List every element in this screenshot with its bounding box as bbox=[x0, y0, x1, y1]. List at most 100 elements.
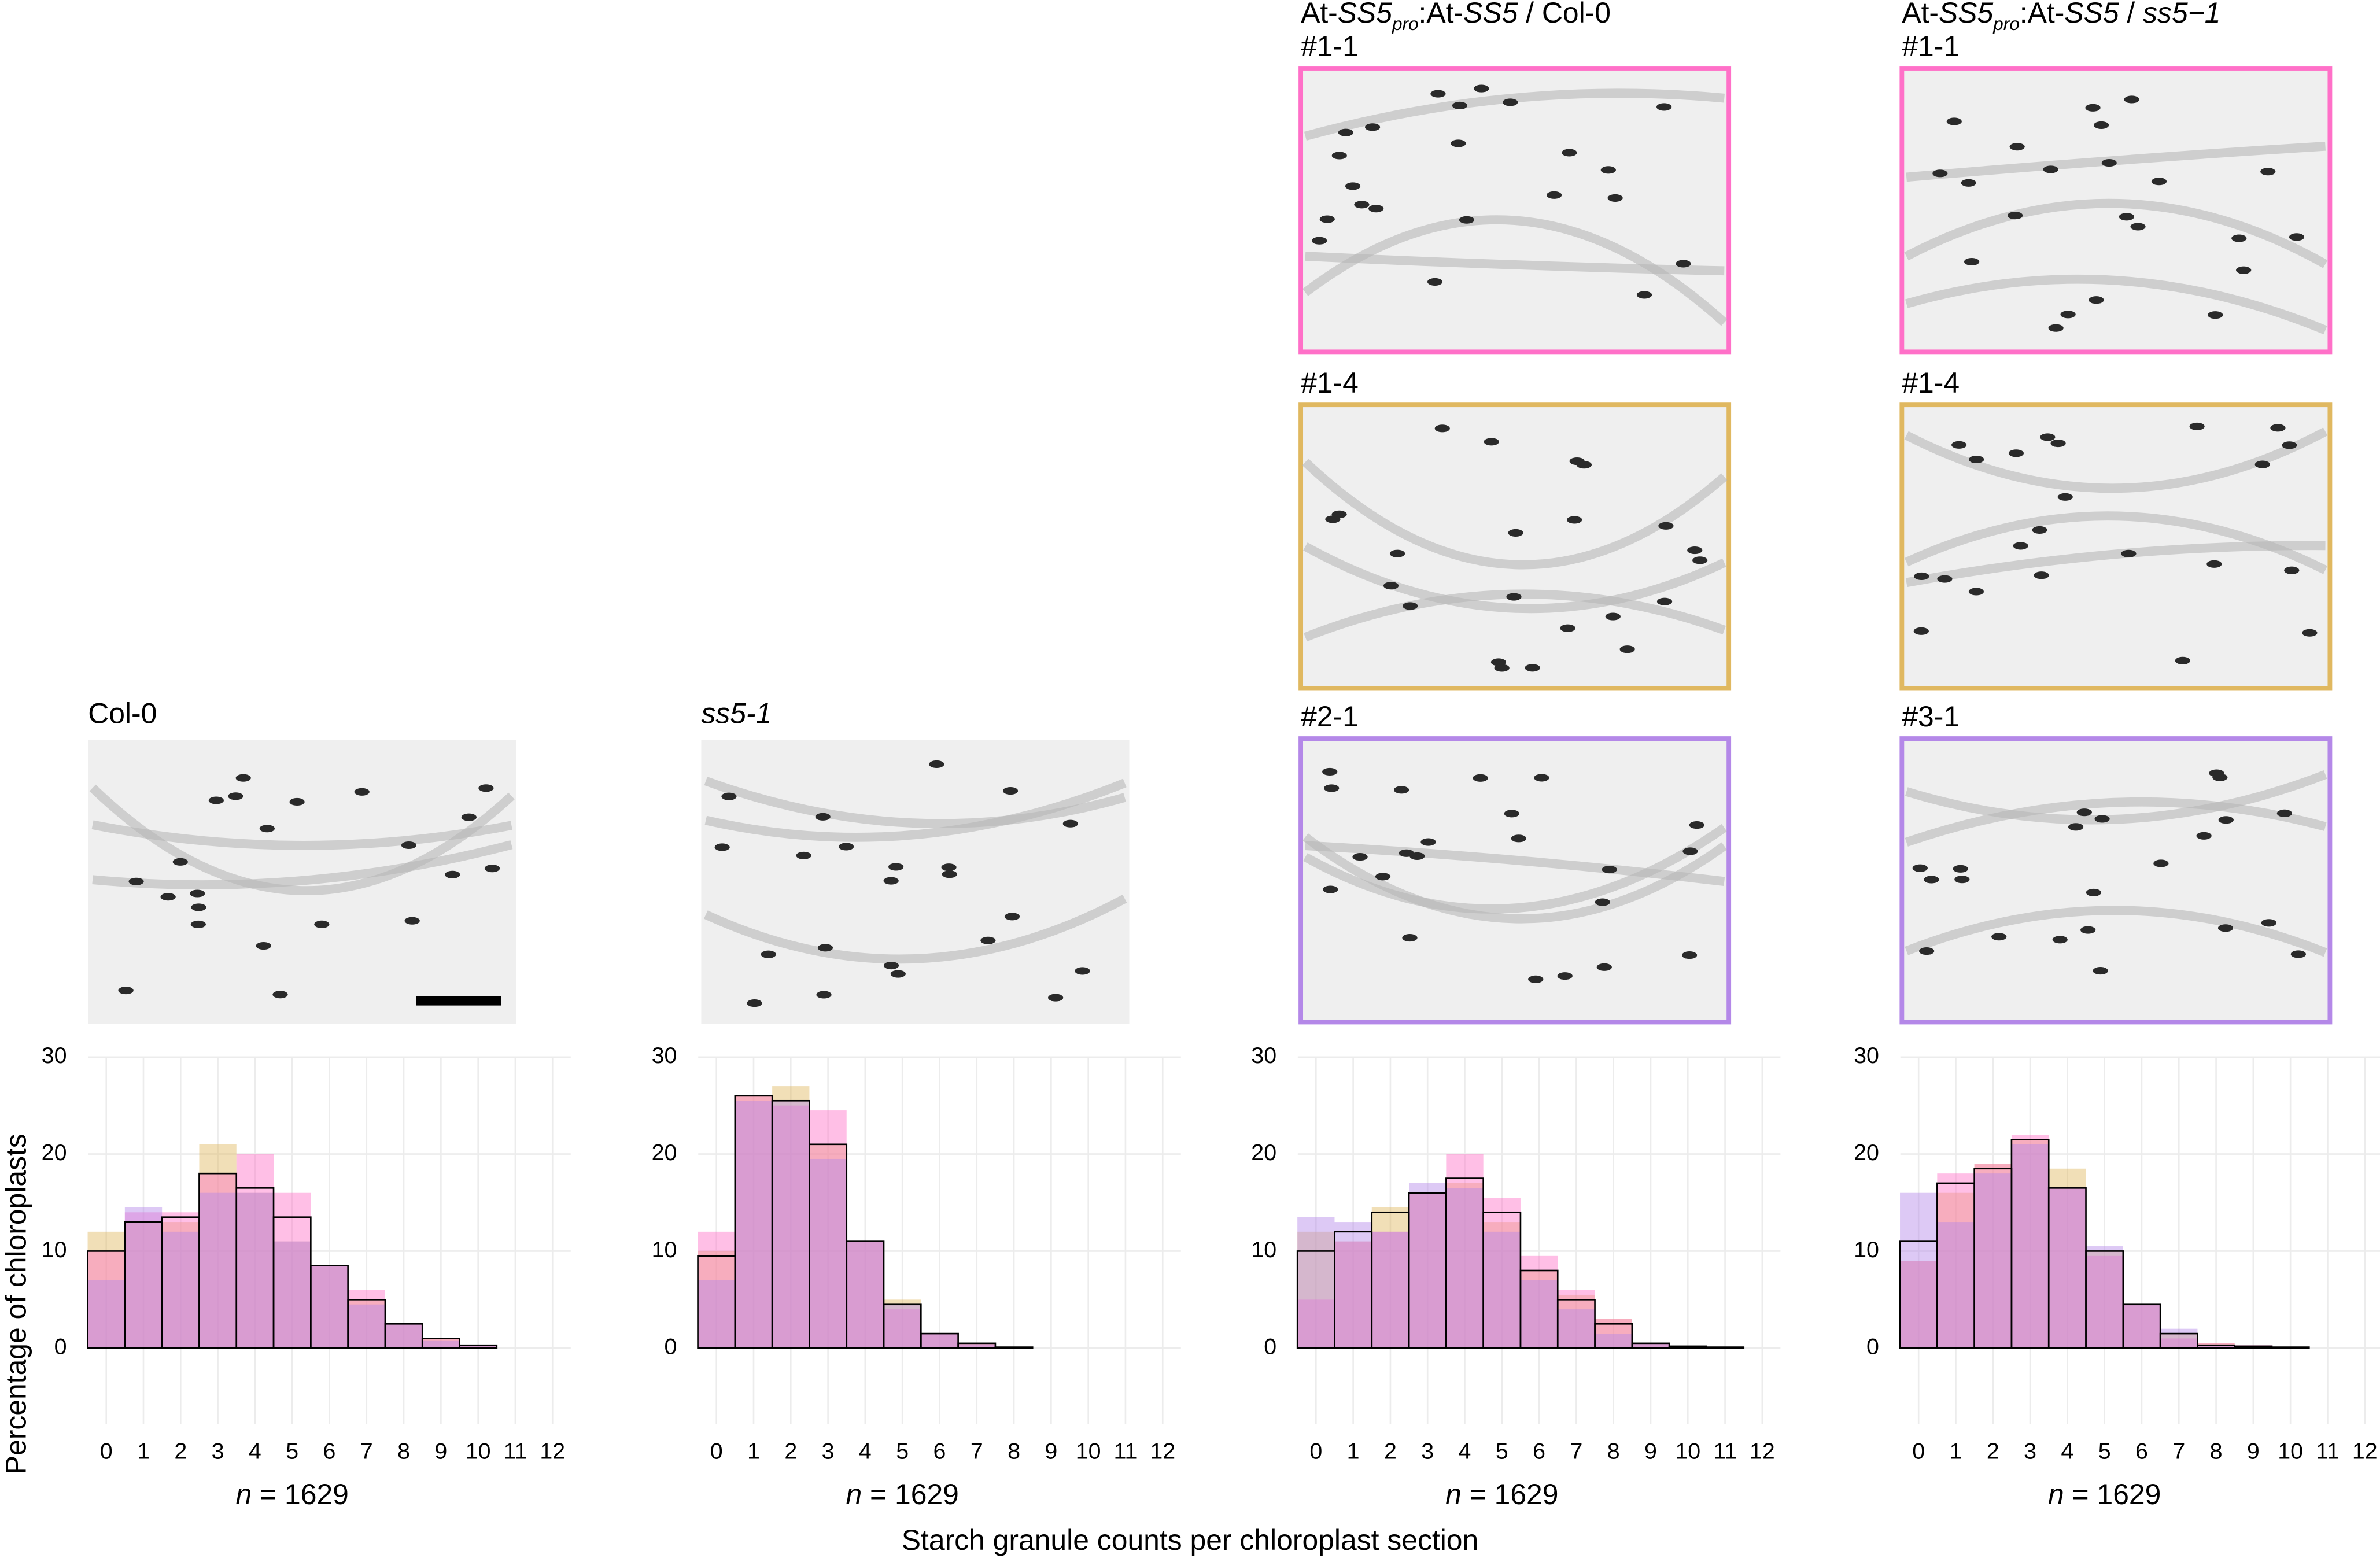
bar bbox=[459, 1345, 497, 1349]
cell-wall bbox=[1904, 427, 2328, 493]
image-label: #2-1 bbox=[1301, 700, 1359, 733]
starch-granule bbox=[1600, 166, 1616, 174]
starch-granule bbox=[1420, 838, 1436, 846]
label-part: ss5-1 bbox=[701, 697, 772, 730]
starch-granule bbox=[1607, 194, 1623, 202]
starch-granule bbox=[2080, 926, 2096, 934]
starch-granule bbox=[817, 944, 833, 952]
bar bbox=[994, 1346, 1034, 1349]
bar bbox=[772, 1105, 810, 1349]
label-part: n bbox=[2048, 1478, 2064, 1511]
bar bbox=[2160, 1334, 2198, 1349]
starch-granule bbox=[2119, 213, 2134, 221]
bar bbox=[1632, 1343, 1670, 1349]
starch-granule bbox=[1434, 424, 1450, 433]
label: n = 1629 bbox=[235, 1478, 348, 1511]
x-tick-label: 5 bbox=[2098, 1439, 2111, 1464]
x-tick-label: 9 bbox=[434, 1439, 447, 1464]
starch-granule bbox=[1619, 645, 1635, 653]
y-tick-label: 20 bbox=[42, 1140, 67, 1165]
starch-granule bbox=[172, 858, 188, 866]
micrograph bbox=[1298, 402, 1732, 691]
bar bbox=[921, 1334, 958, 1349]
x-tick-label: 10 bbox=[466, 1439, 491, 1464]
bar bbox=[1446, 1183, 1484, 1349]
cell-wall bbox=[1905, 906, 2327, 957]
bar bbox=[385, 1324, 423, 1349]
starch-granule bbox=[2040, 433, 2056, 441]
y-tick-label: 30 bbox=[1251, 1043, 1276, 1068]
bar bbox=[2011, 1139, 2049, 1349]
starch-granule bbox=[1567, 516, 1582, 524]
bar bbox=[1669, 1346, 1707, 1349]
x-tick-label: 6 bbox=[323, 1439, 336, 1464]
starch-granule bbox=[888, 863, 904, 871]
starch-granule bbox=[1912, 864, 1928, 872]
starch-granule bbox=[2057, 493, 2073, 501]
bar bbox=[311, 1265, 348, 1349]
x-tick-label: 5 bbox=[896, 1439, 909, 1464]
label: n = 1629 bbox=[2048, 1478, 2161, 1511]
starch-granule bbox=[401, 841, 417, 850]
starch-granule bbox=[1403, 602, 1418, 610]
bar bbox=[385, 1324, 423, 1349]
label-part: pro bbox=[1392, 14, 1419, 34]
bar bbox=[2122, 1303, 2161, 1349]
bar bbox=[2234, 1346, 2272, 1349]
cell-wall bbox=[1305, 841, 1725, 887]
x-tick-label: 6 bbox=[2135, 1439, 2148, 1464]
label-part: n bbox=[846, 1478, 862, 1511]
label: n = 1629 bbox=[846, 1478, 958, 1511]
x-tick-label: 4 bbox=[859, 1439, 872, 1464]
bar bbox=[846, 1240, 885, 1349]
label-part: = 1629 bbox=[252, 1478, 349, 1511]
starch-granule bbox=[1323, 885, 1338, 893]
bar bbox=[124, 1222, 163, 1349]
y-tick-label: 20 bbox=[652, 1140, 677, 1165]
starch-granule bbox=[2284, 566, 2300, 574]
bar bbox=[884, 1299, 921, 1349]
bar bbox=[1937, 1222, 1975, 1349]
y-tick-label: 0 bbox=[1866, 1334, 1879, 1360]
starch-granule bbox=[235, 774, 251, 782]
starch-granule bbox=[1689, 821, 1704, 829]
starch-granule bbox=[1682, 847, 1698, 855]
x-tick-label: 12 bbox=[540, 1439, 565, 1464]
starch-granule bbox=[1937, 575, 1953, 583]
starch-granule bbox=[2094, 121, 2109, 129]
scale-bar bbox=[416, 996, 501, 1006]
starch-granule bbox=[2212, 773, 2228, 781]
starch-granule bbox=[228, 792, 243, 800]
x-tick-label: 10 bbox=[1076, 1439, 1101, 1464]
starch-granule bbox=[1969, 455, 1984, 464]
x-tick-label: 7 bbox=[971, 1439, 983, 1464]
starch-granule bbox=[1504, 810, 1519, 818]
starch-granule bbox=[1951, 441, 1967, 449]
starch-granule bbox=[1511, 834, 1526, 843]
starch-granule bbox=[1658, 522, 1674, 530]
starch-granule bbox=[1924, 876, 1939, 884]
bar bbox=[2049, 1188, 2086, 1349]
bar bbox=[384, 1323, 423, 1349]
label: Col-0 bbox=[88, 697, 157, 730]
bar bbox=[846, 1241, 884, 1349]
starch-granule bbox=[484, 865, 500, 873]
x-tick-label: 8 bbox=[397, 1439, 410, 1464]
starch-granule bbox=[883, 877, 899, 885]
starch-granule bbox=[1430, 90, 1446, 98]
starch-granule bbox=[2043, 165, 2058, 173]
starch-granule bbox=[1389, 549, 1405, 557]
bar bbox=[124, 1207, 163, 1349]
starch-granule bbox=[1961, 179, 1976, 187]
y-tick-label: 0 bbox=[54, 1334, 67, 1360]
cell-wall bbox=[89, 784, 515, 895]
starch-granule bbox=[2124, 95, 2139, 104]
bar bbox=[1595, 1334, 1632, 1349]
starch-granule bbox=[1946, 117, 1962, 125]
bar bbox=[199, 1144, 237, 1349]
x-tick-label: 12 bbox=[1150, 1439, 1175, 1464]
bar bbox=[385, 1324, 423, 1349]
bar bbox=[236, 1192, 274, 1349]
starch-granule bbox=[1656, 103, 1672, 111]
starch-granule bbox=[1503, 98, 1518, 106]
